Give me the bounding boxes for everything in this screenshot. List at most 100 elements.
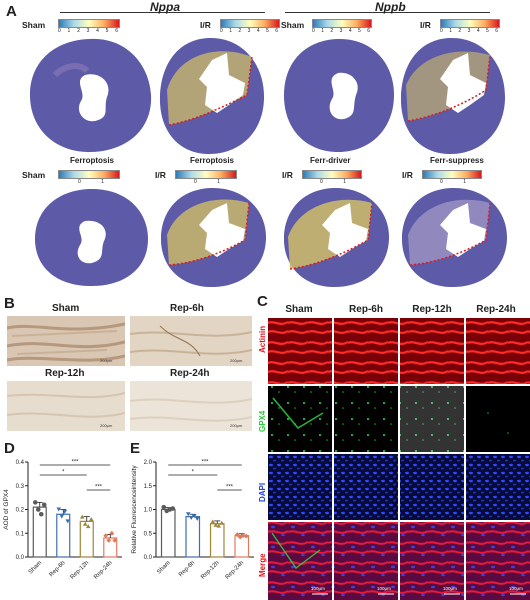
panel-b-letter: B	[4, 295, 15, 312]
chart-e-ytick-label: 1.0	[144, 508, 153, 514]
ihc-image-rep12h	[7, 381, 125, 431]
chart-e-point	[185, 512, 191, 517]
nppb-divider	[285, 12, 490, 13]
colorbar-8	[422, 170, 482, 179]
ihc-label-rep24h: Rep-24h	[170, 368, 210, 379]
chart-d-xtick-label: Sham	[28, 560, 43, 575]
fl-scale-2: 100μm	[377, 586, 391, 591]
spatial-slide-nppb-sham	[283, 38, 394, 153]
chart-d-point	[103, 533, 109, 539]
row1-cond-2: I/R	[200, 20, 211, 30]
ihc-image-rep6h	[130, 316, 252, 366]
chart-d-point	[88, 517, 94, 521]
fl-scale-4: 100μm	[509, 586, 523, 591]
chart-d-point	[82, 521, 88, 526]
chart-d-point	[32, 500, 38, 505]
chart-d-point	[38, 511, 44, 517]
ihc-scale-rep12h: 200μm	[100, 423, 113, 428]
row2-title-3: Ferr-driver	[310, 156, 351, 165]
spatial-slide-ferroptosis-ir	[160, 187, 267, 288]
gene-label-nppa: Nppa	[150, 0, 180, 14]
ihc-image-rep24h	[130, 381, 252, 431]
chart-e-point	[188, 516, 194, 521]
colorbar-4	[440, 19, 500, 28]
chart-d-xtick-label: Rep-12h	[70, 560, 91, 581]
row2-cond-2: I/R	[155, 170, 166, 180]
spatial-slide-ferroptosis-sham	[34, 188, 149, 287]
spatial-slide-nppb-ir	[400, 37, 506, 155]
chart-e-point	[216, 523, 222, 528]
chart-d-sig-label: ***	[71, 460, 79, 466]
chart-d-point	[79, 514, 85, 519]
chart-e-bar	[234, 535, 250, 558]
spatial-slide-ferr-driver-ir	[283, 187, 390, 288]
chart-d-point	[106, 537, 112, 543]
fl-col-rep12h: Rep-12h	[412, 304, 452, 315]
chart-d-ytick-label: 0.4	[16, 460, 25, 466]
fl-scale-1: 100μm	[311, 586, 325, 591]
chart-e-point	[213, 522, 219, 527]
colorbar-1	[58, 19, 120, 28]
row1-cond-4: I/R	[420, 20, 431, 30]
chart-e-bar	[185, 516, 201, 558]
spatial-slide-nppa-ir	[159, 37, 265, 155]
chart-e-bar	[209, 523, 225, 558]
nppa-divider	[60, 12, 265, 13]
fluorescence-grid	[268, 318, 530, 600]
chart-d-point	[41, 502, 47, 508]
chart-e-xtick-label: Rep-24h	[225, 560, 246, 581]
chart-d-point	[56, 507, 62, 512]
chart-d-bar	[79, 520, 94, 558]
row2-title-2: Ferroptosis	[190, 156, 235, 165]
chart-d-ytick-label: 0.0	[16, 555, 25, 561]
chart-e-point	[219, 520, 225, 525]
row2-cond-4: I/R	[402, 170, 413, 180]
row2-title-4: Ferr-suppress	[430, 156, 484, 165]
chart-e-sig-label: ***	[201, 460, 209, 466]
chart-d-ytick-label: 0.3	[16, 484, 25, 490]
colorbar-6	[175, 170, 237, 179]
chart-e-point	[210, 519, 216, 524]
chart-e-xtick-label: Rep-12h	[200, 560, 221, 581]
fl-col-rep24h: Rep-24h	[476, 304, 516, 315]
chart-d-ylabel: AOD of GPX4	[3, 489, 10, 530]
chart-d-point	[65, 519, 71, 524]
panel-e-letter: E	[130, 440, 141, 457]
chart-e-ytick-label: 1.5	[144, 484, 153, 490]
row2-cond-3: I/R	[282, 170, 293, 180]
chart-d-point	[62, 509, 68, 514]
chart-d-point	[109, 530, 115, 536]
colorbar-2	[220, 19, 280, 28]
chart-e-point	[191, 514, 197, 519]
gene-label-nppb: Nppb	[375, 0, 406, 14]
row2-title-1: Ferroptosis	[70, 156, 115, 165]
chart-d-sig-label: ***	[95, 485, 103, 491]
chart-d-point	[85, 524, 91, 529]
chart-d-xtick-label: Rep-6h	[49, 560, 67, 578]
panel-c-letter: C	[257, 293, 268, 310]
chart-e-ylabel: Relative Fluorescenceintensity	[131, 465, 138, 554]
ihc-label-rep12h: Rep-12h	[45, 368, 85, 379]
chart-e-point	[194, 517, 200, 521]
fl-row-gpx4: GPX4	[258, 410, 267, 432]
ihc-label-rep6h: Rep-6h	[170, 303, 204, 314]
chart-e-bar	[160, 508, 176, 558]
chart-d-point	[112, 537, 118, 543]
ihc-scale-sham: 200μm	[100, 358, 113, 363]
chart-e-ytick-label: 2.0	[144, 460, 153, 466]
chart-d-point	[35, 507, 41, 512]
chart-e-point	[170, 506, 176, 511]
fl-col-sham: Sham	[285, 304, 313, 315]
row1-cond-3: Sham	[281, 20, 305, 30]
colorbar-7	[302, 170, 362, 179]
ihc-label-sham: Sham	[52, 303, 80, 314]
fl-row-actinin: Actinin	[258, 325, 267, 353]
chart-e-point	[243, 533, 249, 539]
